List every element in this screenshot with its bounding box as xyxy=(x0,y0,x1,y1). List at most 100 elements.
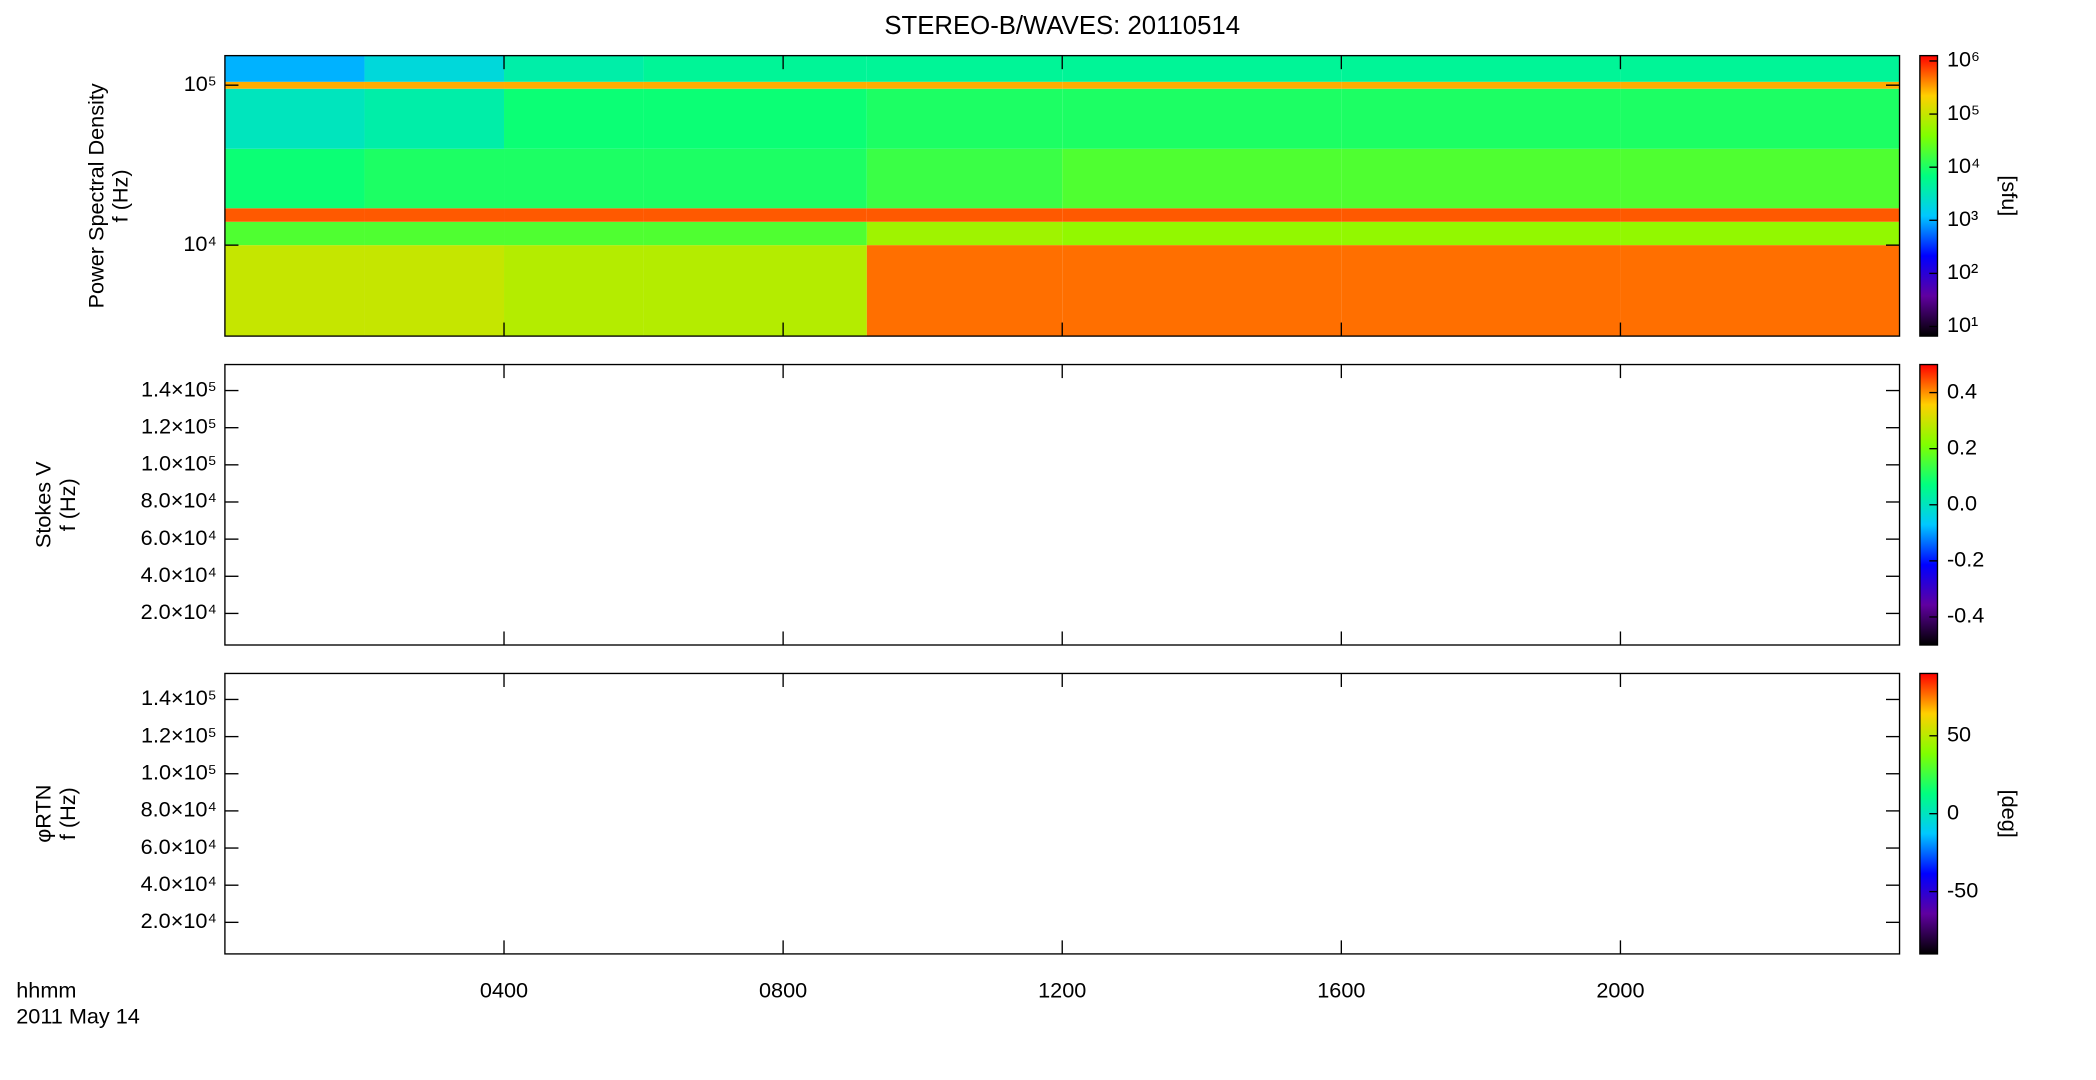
heatmap-cell xyxy=(866,208,1063,222)
x-tick-label: 0400 xyxy=(480,978,528,1003)
y-axis-label: φRTN xyxy=(30,785,55,843)
heatmap-cell xyxy=(504,81,644,89)
heatmap-cell xyxy=(1620,55,1900,82)
y-tick-label: 10⁴ xyxy=(183,231,216,256)
heatmap-cell xyxy=(1062,55,1342,82)
colorbar-tick-label: 0 xyxy=(1947,799,1959,824)
x-axis-label: hhmm xyxy=(16,978,76,1003)
y-tick-label: 10⁵ xyxy=(184,71,217,96)
heatmap-cell xyxy=(1620,88,1900,149)
colorbar-tick-label: 10² xyxy=(1947,259,1978,284)
heatmap-cell xyxy=(1062,245,1342,337)
heatmap-cell xyxy=(1341,245,1621,337)
heatmap-cell xyxy=(224,81,365,89)
heatmap-cell xyxy=(1620,221,1900,246)
heatmap-cell xyxy=(643,245,867,337)
heatmap-cell xyxy=(364,148,505,209)
y-tick-label: 1.0×10⁵ xyxy=(141,451,217,476)
heatmap-cell xyxy=(504,88,644,149)
heatmap-cell xyxy=(866,245,1063,337)
x-tick-label: 1200 xyxy=(1038,978,1086,1003)
y-axis-label: Stokes V xyxy=(30,461,55,548)
y-axis-label: f (Hz) xyxy=(55,787,80,840)
heatmap-cell xyxy=(504,208,644,222)
heatmap-cell xyxy=(1341,148,1621,209)
colorbar-tick-label: -50 xyxy=(1947,877,1978,902)
heatmap-cell xyxy=(1341,208,1621,222)
heatmap-cell xyxy=(364,55,505,82)
colorbar-tick-label: 10⁵ xyxy=(1947,100,1980,125)
heatmap-cell xyxy=(224,55,365,82)
heatmap-cell xyxy=(1062,88,1342,149)
heatmap-cell xyxy=(224,221,365,246)
heatmap-cell xyxy=(866,148,1063,209)
heatmap-cell xyxy=(643,148,867,209)
heatmap-cell xyxy=(643,221,867,246)
y-tick-label: 6.0×10⁴ xyxy=(141,834,217,859)
y-tick-label: 1.2×10⁵ xyxy=(141,722,217,747)
colorbar-tick-label: 0.4 xyxy=(1947,378,1977,403)
heatmap-cell xyxy=(1341,221,1621,246)
heatmap-cell xyxy=(364,81,505,89)
y-axis-label: f (Hz) xyxy=(55,478,80,531)
heatmap-cell xyxy=(1062,221,1342,246)
heatmap-cell xyxy=(504,148,644,209)
heatmap-cell xyxy=(1341,88,1621,149)
heatmap-cell xyxy=(364,208,505,222)
y-tick-label: 1.4×10⁵ xyxy=(141,685,217,710)
colorbar-tick-label: 0.2 xyxy=(1947,434,1977,459)
heatmap-cell xyxy=(643,208,867,222)
y-tick-label: 8.0×10⁴ xyxy=(141,797,217,822)
heatmap-cell xyxy=(224,208,365,222)
heatmap-cell xyxy=(364,245,505,337)
heatmap-cell xyxy=(1620,81,1900,89)
heatmap-cell xyxy=(504,55,644,82)
heatmap-cell xyxy=(866,88,1063,149)
panel-frame xyxy=(224,672,1901,955)
y-tick-label: 4.0×10⁴ xyxy=(141,562,217,587)
colorbar-tick-label: -0.2 xyxy=(1947,547,1984,572)
heatmap-cell xyxy=(364,221,505,246)
heatmap-cell xyxy=(1341,55,1621,82)
heatmap-cell xyxy=(504,221,644,246)
heatmap-cell xyxy=(866,221,1063,246)
y-tick-label: 6.0×10⁴ xyxy=(141,525,217,550)
heatmap-cell xyxy=(643,81,867,89)
y-tick-label: 1.2×10⁵ xyxy=(141,413,217,438)
heatmap-cell xyxy=(1062,148,1342,209)
x-tick-label: 1600 xyxy=(1317,978,1365,1003)
heatmap-cell xyxy=(1062,81,1342,89)
heatmap-cell xyxy=(643,55,867,82)
heatmap-cell xyxy=(224,245,365,337)
colorbar-tick-label: 50 xyxy=(1947,721,1971,746)
colorbar-label: [sfu] xyxy=(1997,175,2022,216)
heatmap-cell xyxy=(364,88,505,149)
colorbar-tick-label: 10³ xyxy=(1947,206,1978,231)
y-tick-label: 2.0×10⁴ xyxy=(141,908,217,933)
colorbar-tick-label: 10⁴ xyxy=(1947,153,1980,178)
y-tick-label: 1.0×10⁵ xyxy=(141,759,217,784)
chart-title: STEREO-B/WAVES: 20110514 xyxy=(884,12,1240,40)
heatmap-cell xyxy=(504,245,644,337)
heatmap-cell xyxy=(1620,245,1900,337)
x-tick-label: 2000 xyxy=(1596,978,1644,1003)
colorbar xyxy=(1919,54,1939,337)
y-tick-label: 2.0×10⁴ xyxy=(141,599,217,624)
heatmap-cell xyxy=(866,55,1063,82)
colorbar-tick-label: -0.4 xyxy=(1947,603,1984,628)
y-tick-label: 1.4×10⁵ xyxy=(141,376,217,401)
colorbar-label: [deg] xyxy=(1997,790,2022,838)
y-axis-label: f (Hz) xyxy=(108,169,133,222)
x-tick-label: 0800 xyxy=(759,978,807,1003)
heatmap-cell xyxy=(224,148,365,209)
heatmap-cell xyxy=(224,88,365,149)
colorbar-tick-label: 10¹ xyxy=(1947,312,1978,337)
heatmap-cell xyxy=(866,81,1063,89)
panel-frame xyxy=(224,363,1901,646)
heatmap-cell xyxy=(1620,208,1900,222)
heatmap-cell xyxy=(643,88,867,149)
heatmap-cell xyxy=(1062,208,1342,222)
date-label: 2011 May 14 xyxy=(16,1003,140,1028)
colorbar-tick-label: 0.0 xyxy=(1947,490,1977,515)
